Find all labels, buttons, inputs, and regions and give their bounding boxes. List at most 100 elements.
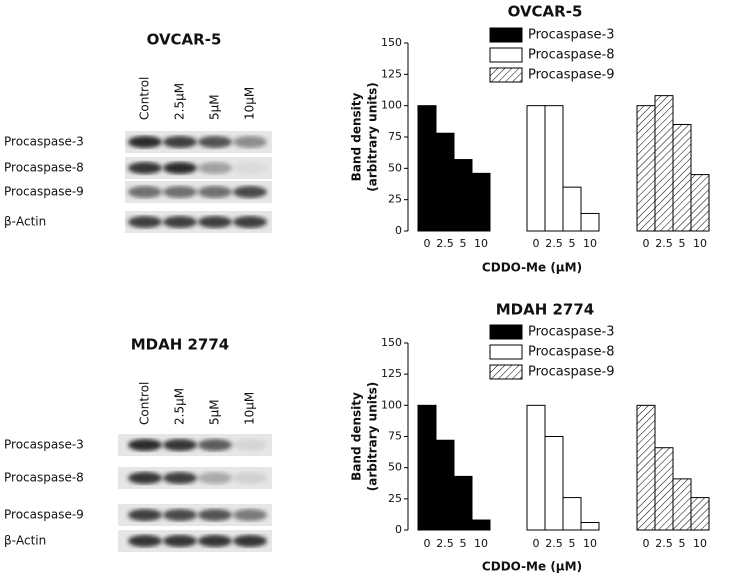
lane-label: Control — [138, 382, 152, 425]
band — [198, 162, 232, 174]
bar — [417, 105, 437, 232]
legend-swatch — [489, 324, 523, 340]
band — [233, 472, 267, 484]
band — [128, 186, 162, 198]
x-tick-label: 2.5 — [655, 237, 673, 250]
x-tick-label: 5 — [460, 537, 467, 550]
band — [128, 162, 162, 174]
legend-swatch — [489, 67, 523, 83]
bar — [690, 497, 710, 531]
x-tick-label: 2.5 — [436, 537, 454, 550]
band — [233, 509, 267, 521]
x-tick-label: 0 — [424, 237, 431, 250]
x-tick-label: 5 — [679, 237, 686, 250]
band — [198, 472, 232, 484]
y-tick-label: 150 — [381, 336, 402, 349]
lane-label: Control — [138, 77, 152, 120]
y-axis-label: (arbitrary units) — [366, 382, 380, 491]
bar — [672, 478, 692, 531]
band — [198, 136, 232, 148]
blot-title: MDAH 2774 — [131, 336, 230, 354]
bar — [654, 447, 674, 531]
band — [128, 472, 162, 484]
y-tick-label: 75 — [388, 130, 402, 143]
legend-label: Procaspase-8 — [528, 48, 614, 63]
row-label: β-Actin — [4, 215, 46, 229]
x-tick-label: 5 — [569, 237, 576, 250]
band — [163, 535, 197, 547]
x-tick-label: 0 — [533, 537, 540, 550]
bar — [471, 519, 491, 531]
y-tick-label: 75 — [388, 430, 402, 443]
legend-label: Procaspase-8 — [528, 345, 614, 360]
lane-label: 10μM — [243, 87, 257, 120]
y-tick-label: 125 — [381, 367, 402, 380]
band — [128, 216, 162, 228]
x-tick-label: 10 — [474, 537, 488, 550]
legend-label: Procaspase-9 — [528, 68, 614, 83]
y-tick-label: 50 — [388, 461, 402, 474]
bar — [453, 475, 473, 531]
x-tick-label: 10 — [583, 537, 597, 550]
bar — [417, 404, 437, 531]
lane-label: 5μM — [208, 94, 222, 120]
legend-swatch — [489, 344, 523, 360]
x-tick-label: 2.5 — [436, 237, 454, 250]
band — [233, 216, 267, 228]
bar — [453, 159, 473, 232]
blot-title: OVCAR-5 — [147, 31, 222, 49]
x-axis-label: CDDO-Me (μM) — [482, 261, 582, 275]
y-tick-label: 125 — [381, 67, 402, 80]
band — [233, 162, 267, 174]
y-tick-label: 25 — [388, 492, 402, 505]
legend-label: Procaspase-9 — [528, 365, 614, 380]
row-label: Procaspase-9 — [4, 508, 84, 522]
row-label: Procaspase-3 — [4, 438, 84, 452]
row-label: β-Actin — [4, 534, 46, 548]
band — [163, 136, 197, 148]
band — [198, 216, 232, 228]
band — [163, 472, 197, 484]
row-label: Procaspase-8 — [4, 471, 84, 485]
row-label: Procaspase-3 — [4, 135, 84, 149]
legend-label: Procaspase-3 — [528, 28, 614, 43]
x-tick-label: 5 — [569, 537, 576, 550]
chart-title: MDAH 2774 — [496, 301, 595, 319]
bar — [562, 497, 582, 531]
x-axis-label: CDDO-Me (μM) — [482, 560, 582, 574]
legend-swatch — [489, 364, 523, 380]
band — [233, 186, 267, 198]
bar — [654, 95, 674, 232]
x-tick-label: 10 — [693, 537, 707, 550]
y-axis-label: (arbitrary units) — [366, 82, 380, 191]
bar — [471, 172, 491, 232]
bar — [435, 132, 455, 232]
y-axis-label: Band density — [350, 93, 364, 182]
y-tick-label: 100 — [381, 398, 402, 411]
x-tick-label: 0 — [533, 237, 540, 250]
x-tick-label: 10 — [474, 237, 488, 250]
bar — [690, 174, 710, 232]
y-tick-label: 25 — [388, 193, 402, 206]
band — [198, 186, 232, 198]
band — [198, 509, 232, 521]
lane-label: 2.5μM — [173, 388, 187, 425]
lane-label: 2.5μM — [173, 83, 187, 120]
legend-swatch — [489, 47, 523, 63]
x-tick-label: 0 — [424, 537, 431, 550]
y-axis-label: Band density — [350, 392, 364, 481]
x-tick-label: 0 — [643, 537, 650, 550]
y-tick-label: 0 — [395, 523, 402, 536]
band — [128, 509, 162, 521]
band — [233, 136, 267, 148]
band — [128, 439, 162, 451]
chart-title: OVCAR-5 — [508, 3, 583, 21]
row-label: Procaspase-8 — [4, 161, 84, 175]
row-label: Procaspase-9 — [4, 185, 84, 199]
bar — [435, 439, 455, 531]
x-tick-label: 5 — [679, 537, 686, 550]
bar — [562, 186, 582, 232]
bar — [636, 404, 656, 531]
x-tick-label: 10 — [583, 237, 597, 250]
band — [163, 216, 197, 228]
